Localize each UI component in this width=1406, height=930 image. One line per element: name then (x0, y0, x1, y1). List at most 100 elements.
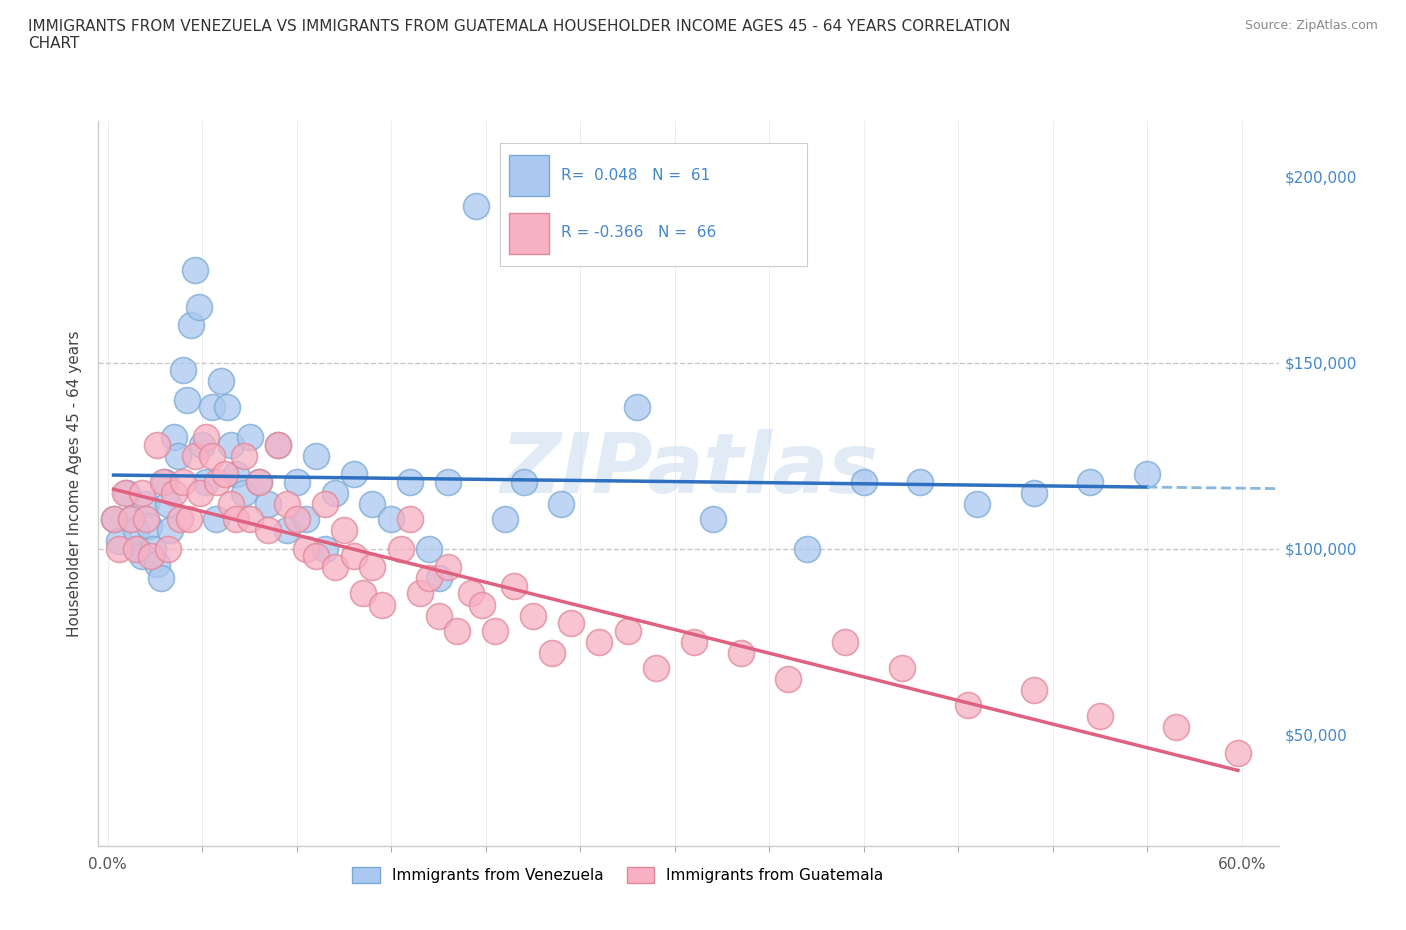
Point (207, 474, 229, 489)
Point (305, 549, 328, 564)
Point (427, 571, 450, 586)
Point (966, 497, 988, 512)
Point (541, 645, 564, 660)
Point (285, 474, 308, 489)
Point (125, 541, 148, 556)
Point (146, 556, 169, 571)
Point (1226, 746, 1249, 761)
Point (333, 523, 356, 538)
Point (232, 448, 254, 463)
Point (239, 430, 262, 445)
Point (427, 608, 450, 623)
Text: IMMIGRANTS FROM VENEZUELA VS IMMIGRANTS FROM GUATEMALA HOUSEHOLDER INCOME AGES 4: IMMIGRANTS FROM VENEZUELA VS IMMIGRANTS … (28, 19, 1011, 51)
Point (247, 474, 270, 489)
Point (187, 299, 209, 314)
Point (626, 400, 648, 415)
Point (910, 474, 932, 489)
Point (550, 497, 572, 512)
Point (1164, 720, 1187, 735)
Point (225, 467, 247, 482)
Point (1088, 709, 1111, 724)
Point (305, 448, 328, 463)
Point (323, 485, 346, 500)
Point (1080, 474, 1102, 489)
Point (157, 541, 180, 556)
Point (361, 560, 384, 575)
Point (172, 474, 194, 489)
Point (142, 541, 165, 556)
Point (163, 430, 186, 445)
Point (201, 448, 224, 463)
Point (135, 497, 157, 512)
Point (834, 634, 856, 649)
Point (361, 497, 384, 512)
Point (465, 199, 488, 214)
Point (152, 474, 174, 489)
Point (209, 374, 232, 389)
Point (460, 586, 482, 601)
Point (418, 571, 440, 586)
Point (257, 523, 280, 538)
Point (342, 549, 364, 564)
Point (184, 262, 207, 277)
Point (141, 549, 163, 564)
Point (276, 497, 298, 512)
Point (323, 560, 346, 575)
Point (522, 608, 544, 623)
Point (956, 698, 979, 712)
Point (204, 512, 226, 526)
Point (169, 512, 191, 526)
Point (389, 541, 412, 556)
Point (195, 474, 218, 489)
Point (702, 512, 724, 526)
Point (852, 474, 875, 489)
Point (588, 634, 610, 649)
Point (138, 519, 160, 534)
Text: Source: ZipAtlas.com: Source: ZipAtlas.com (1244, 19, 1378, 32)
Point (163, 485, 186, 500)
Point (166, 448, 188, 463)
Point (120, 512, 142, 526)
Point (1136, 467, 1159, 482)
Point (399, 474, 422, 489)
Point (890, 660, 912, 675)
Point (257, 497, 280, 512)
Point (512, 474, 534, 489)
Point (471, 597, 494, 612)
Point (267, 437, 290, 452)
Point (1022, 683, 1045, 698)
Point (484, 623, 506, 638)
Point (190, 485, 212, 500)
Y-axis label: Householder Income Ages 45 - 64 years: Householder Income Ages 45 - 64 years (67, 330, 83, 637)
Point (371, 597, 394, 612)
Text: ZIPatlas: ZIPatlas (501, 429, 877, 510)
Point (232, 485, 254, 500)
Point (446, 623, 468, 638)
Point (682, 634, 704, 649)
Point (195, 430, 218, 445)
Point (103, 512, 125, 526)
Point (796, 541, 818, 556)
Point (285, 512, 308, 526)
Point (179, 512, 201, 526)
Point (225, 512, 247, 526)
Point (408, 586, 430, 601)
Point (399, 512, 422, 526)
Point (115, 485, 138, 500)
Point (214, 467, 236, 482)
Point (103, 512, 125, 526)
Point (135, 512, 157, 526)
Point (172, 363, 194, 378)
Point (239, 512, 262, 526)
Point (352, 586, 374, 601)
Point (342, 467, 364, 482)
Point (494, 512, 516, 526)
Point (219, 497, 242, 512)
Point (131, 549, 153, 564)
Point (503, 578, 526, 593)
Point (295, 541, 318, 556)
Point (730, 645, 752, 660)
Point (1022, 485, 1045, 500)
Point (180, 318, 202, 333)
Point (437, 474, 460, 489)
